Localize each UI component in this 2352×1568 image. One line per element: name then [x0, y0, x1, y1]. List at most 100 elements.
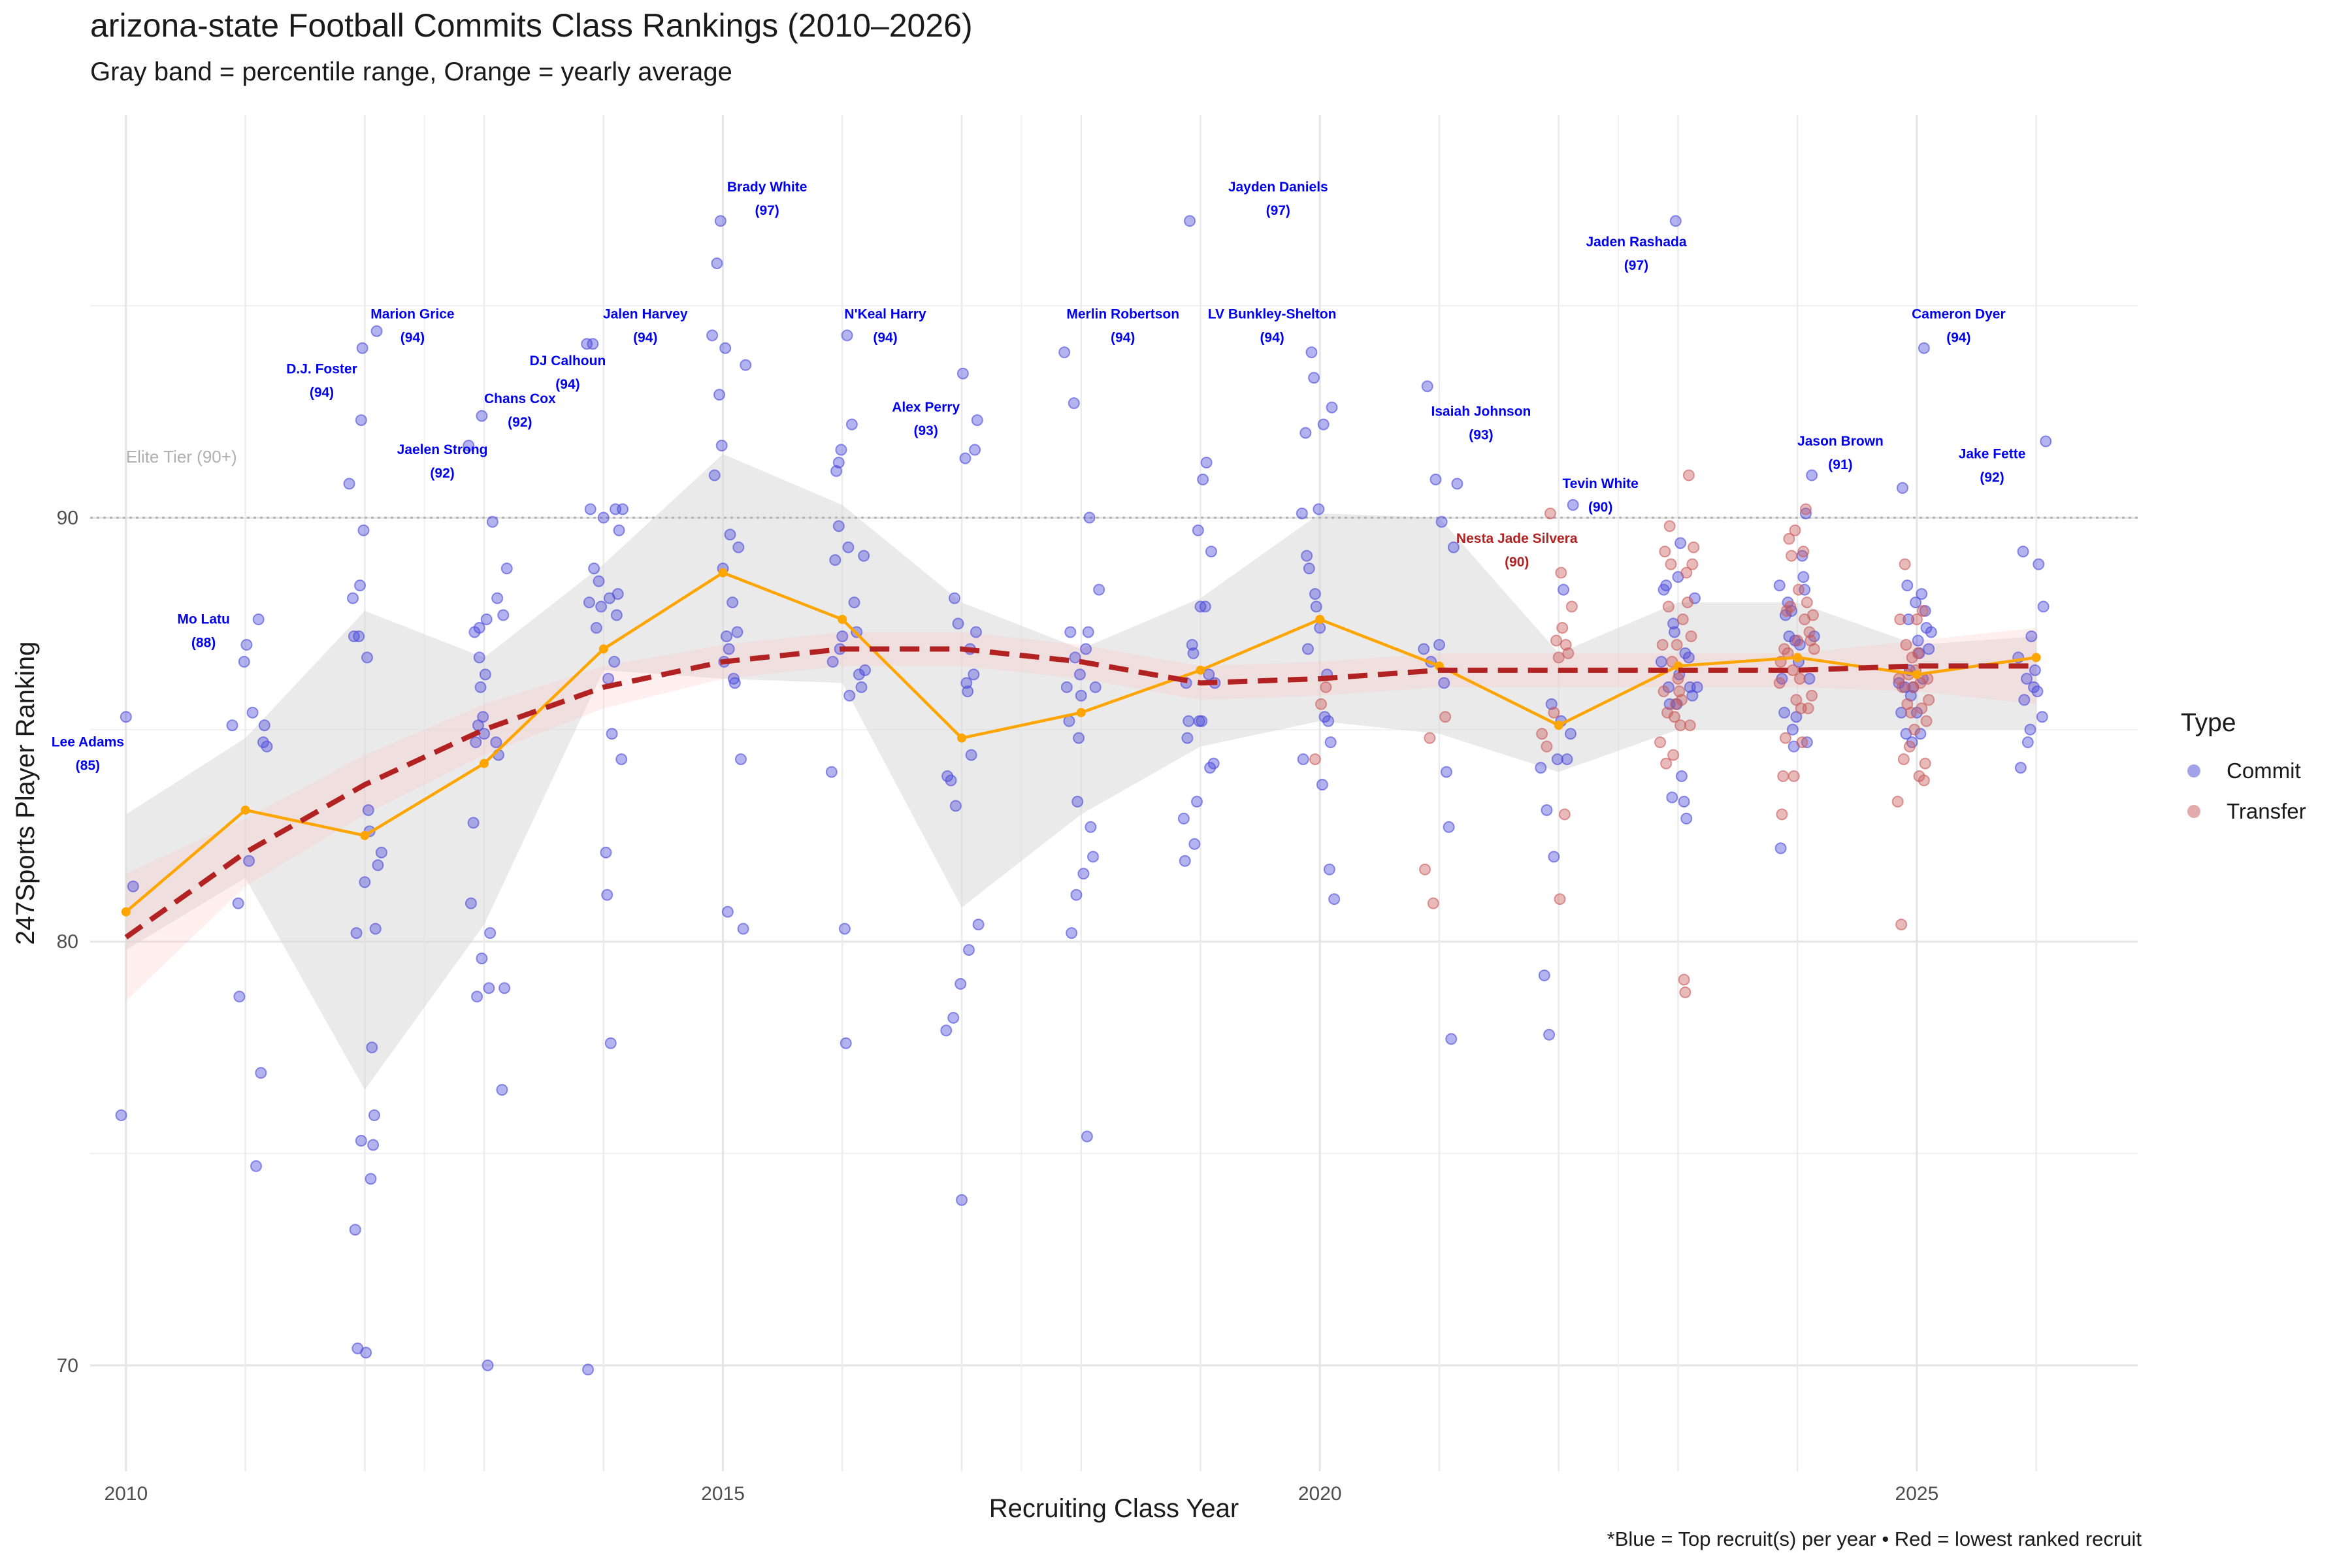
point-commit — [1691, 681, 1703, 693]
point-commit — [1085, 821, 1097, 833]
point-commit — [1075, 689, 1087, 702]
average-point — [838, 615, 847, 625]
point-transfer — [1797, 546, 1810, 558]
percentile-band — [125, 454, 2036, 1090]
annotation-label: Lee Adams (85) — [52, 735, 124, 774]
point-commit — [1682, 651, 1695, 664]
point-commit — [120, 711, 132, 723]
point-commit — [1196, 715, 1208, 727]
point-commit — [366, 1041, 378, 1054]
point-transfer — [1788, 770, 1800, 783]
point-transfer — [1565, 600, 1578, 613]
point-commit — [1535, 762, 1547, 774]
point-commit — [1073, 668, 1086, 681]
point-transfer — [1676, 613, 1689, 626]
average-point — [1793, 653, 1803, 662]
annotation-label: Tevin White (90) — [1563, 476, 1639, 515]
point-transfer — [1686, 558, 1699, 570]
point-transfer — [1659, 546, 1671, 558]
point-commit — [593, 575, 605, 587]
point-commit — [1087, 851, 1100, 863]
point-commit — [617, 503, 629, 515]
point-commit — [500, 563, 513, 575]
point-transfer — [1556, 621, 1569, 634]
point-commit — [587, 338, 599, 350]
point-commit — [1199, 600, 1211, 613]
point-commit — [1317, 418, 1330, 431]
average-line — [121, 568, 2041, 917]
point-commit — [375, 846, 387, 858]
point-commit — [473, 651, 485, 664]
point-transfer — [1776, 808, 1788, 821]
point-commit — [1299, 427, 1312, 439]
x-tick-label: 2015 — [701, 1483, 745, 1505]
point-commit — [737, 923, 749, 935]
point-commit — [1328, 893, 1341, 906]
annotation-label: Brady White (97) — [727, 180, 808, 218]
point-commit — [2021, 736, 2034, 749]
point-commit — [1322, 715, 1335, 727]
point-commit — [721, 630, 733, 642]
y-axis-title: 247Sports Player Ranking — [11, 642, 40, 945]
point-commit — [1669, 215, 1682, 227]
point-commit — [952, 617, 964, 630]
point-commit — [2036, 711, 2048, 723]
average-point — [2031, 653, 2041, 662]
point-transfer — [1777, 770, 1789, 783]
point-commit — [1912, 634, 1924, 647]
annotation-label: Jalen Harvey (94) — [603, 306, 688, 345]
point-commit — [1675, 770, 1688, 783]
point-commit — [484, 927, 497, 939]
annotation-label: Chans Cox (92) — [484, 391, 556, 430]
point-commit — [949, 592, 961, 604]
point-commit — [1925, 626, 1937, 638]
point-commit — [1093, 583, 1105, 596]
point-commit — [1060, 681, 1073, 693]
point-commit — [355, 1134, 367, 1147]
point-transfer — [1793, 583, 1805, 596]
point-commit — [2021, 672, 2033, 685]
point-commit — [357, 524, 370, 536]
point-commit — [608, 655, 621, 668]
point-commit — [491, 592, 504, 604]
average-point — [1912, 670, 1921, 679]
point-commit — [238, 655, 250, 668]
point-transfer — [1675, 694, 1688, 706]
point-transfer — [1439, 711, 1452, 723]
point-commit — [597, 512, 610, 524]
point-commit — [724, 529, 736, 541]
point-transfer — [1680, 566, 1693, 579]
point-commit — [368, 1109, 380, 1122]
point-transfer — [1806, 689, 1818, 702]
point-commit — [708, 469, 721, 482]
point-commit — [1197, 473, 1209, 485]
point-commit — [584, 503, 596, 515]
point-commit — [583, 596, 595, 609]
point-transfer — [1684, 719, 1696, 732]
point-transfer — [1550, 634, 1563, 647]
point-transfer — [1918, 774, 1930, 787]
point-commit — [255, 1067, 267, 1079]
trend-line — [124, 646, 2036, 939]
point-transfer — [1541, 740, 1553, 753]
y-tick-label: 70 — [57, 1355, 78, 1377]
point-commit — [1192, 524, 1204, 536]
point-commit — [836, 630, 849, 642]
point-commit — [1081, 1130, 1093, 1143]
point-commit — [1918, 342, 1930, 354]
elite-tier-label: Elite Tier (90+) — [126, 447, 237, 466]
point-commit — [347, 592, 359, 604]
point-commit — [343, 478, 355, 490]
point-commit — [1314, 621, 1326, 634]
legend-item-transfer: Transfer — [2181, 791, 2306, 832]
point-commit — [1296, 507, 1308, 519]
annotation-label: Jaelen Strong (92) — [397, 442, 488, 481]
point-commit — [115, 1109, 127, 1122]
point-transfer — [1315, 698, 1328, 710]
point-transfer — [1783, 532, 1795, 545]
point-transfer — [1803, 626, 1816, 638]
point-commit — [840, 1037, 852, 1049]
point-commit — [706, 329, 719, 342]
point-transfer — [1799, 503, 1812, 515]
chart-caption: *Blue = Top recruit(s) per year • Red = … — [1607, 1527, 2142, 1550]
